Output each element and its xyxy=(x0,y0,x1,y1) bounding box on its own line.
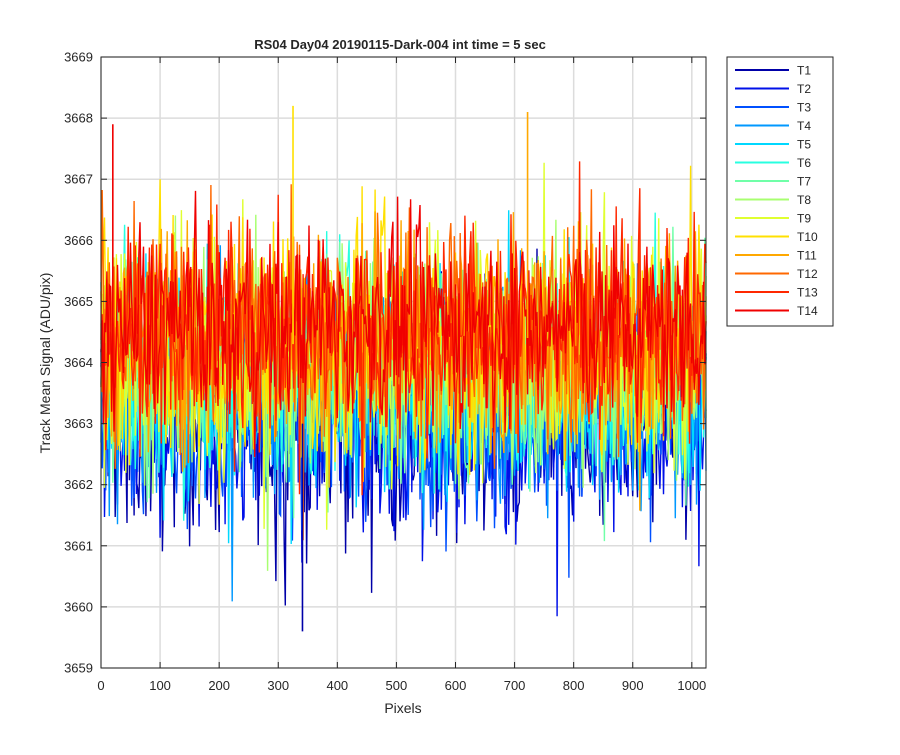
y-tick-label: 3669 xyxy=(64,50,93,65)
x-axis-label: Pixels xyxy=(384,700,421,716)
legend-label-t5: T5 xyxy=(797,138,811,152)
x-tick-label: 400 xyxy=(326,678,348,693)
y-tick-label: 3666 xyxy=(64,233,93,248)
x-tick-label: 600 xyxy=(445,678,467,693)
y-tick-label: 3662 xyxy=(64,477,93,492)
y-tick-label: 3667 xyxy=(64,172,93,187)
x-tick-label: 100 xyxy=(149,678,171,693)
legend-label-t10: T10 xyxy=(797,230,818,244)
legend-label-t14: T14 xyxy=(797,304,818,318)
y-tick-label: 3665 xyxy=(64,294,93,309)
legend-label-t1: T1 xyxy=(797,64,811,78)
x-tick-label: 1000 xyxy=(677,678,706,693)
legend-label-t13: T13 xyxy=(797,286,818,300)
legend-label-t2: T2 xyxy=(797,82,811,96)
legend-label-t3: T3 xyxy=(797,101,811,115)
legend-label-t6: T6 xyxy=(797,156,811,170)
x-tick-label: 300 xyxy=(267,678,289,693)
series-line-t14 xyxy=(100,190,707,458)
x-tick-label: 700 xyxy=(504,678,526,693)
y-tick-label: 3660 xyxy=(64,599,93,614)
legend-label-t8: T8 xyxy=(797,193,811,207)
legend-label-t9: T9 xyxy=(797,212,811,226)
y-tick-label: 3668 xyxy=(64,111,93,126)
x-tick-label: 900 xyxy=(622,678,644,693)
legend-label-t11: T11 xyxy=(797,249,817,263)
y-tick-label: 3664 xyxy=(64,355,93,370)
x-tick-label: 200 xyxy=(208,678,230,693)
series-layer xyxy=(100,105,707,632)
x-tick-label: 800 xyxy=(563,678,585,693)
y-tick-label: 3661 xyxy=(64,538,93,553)
legend: T1 T2 T3 T4 T5 T6 T7 T8 T9 T10 T11 T12 T13 T14 xyxy=(726,56,834,327)
x-axis-ticks: 0 100 200 300 400 500 600 700 800 900 1000 xyxy=(97,57,706,693)
legend-label-t7: T7 xyxy=(797,175,811,189)
legend-label-t4: T4 xyxy=(797,119,811,133)
legend-label-t12: T12 xyxy=(797,267,818,281)
y-axis-label: Track Mean Signal (ADU/pix) xyxy=(37,273,53,454)
x-tick-label: 500 xyxy=(386,678,408,693)
chart-title: RS04 Day04 20190115-Dark-004 int time = … xyxy=(254,37,546,52)
y-tick-label: 3663 xyxy=(64,416,93,431)
y-axis-ticks: 3659 3660 3661 3662 3663 3664 3665 3666 3667 3668… xyxy=(64,50,706,676)
x-tick-label: 0 xyxy=(97,678,104,693)
legend-box xyxy=(726,56,834,327)
y-tick-label: 3659 xyxy=(64,661,93,676)
